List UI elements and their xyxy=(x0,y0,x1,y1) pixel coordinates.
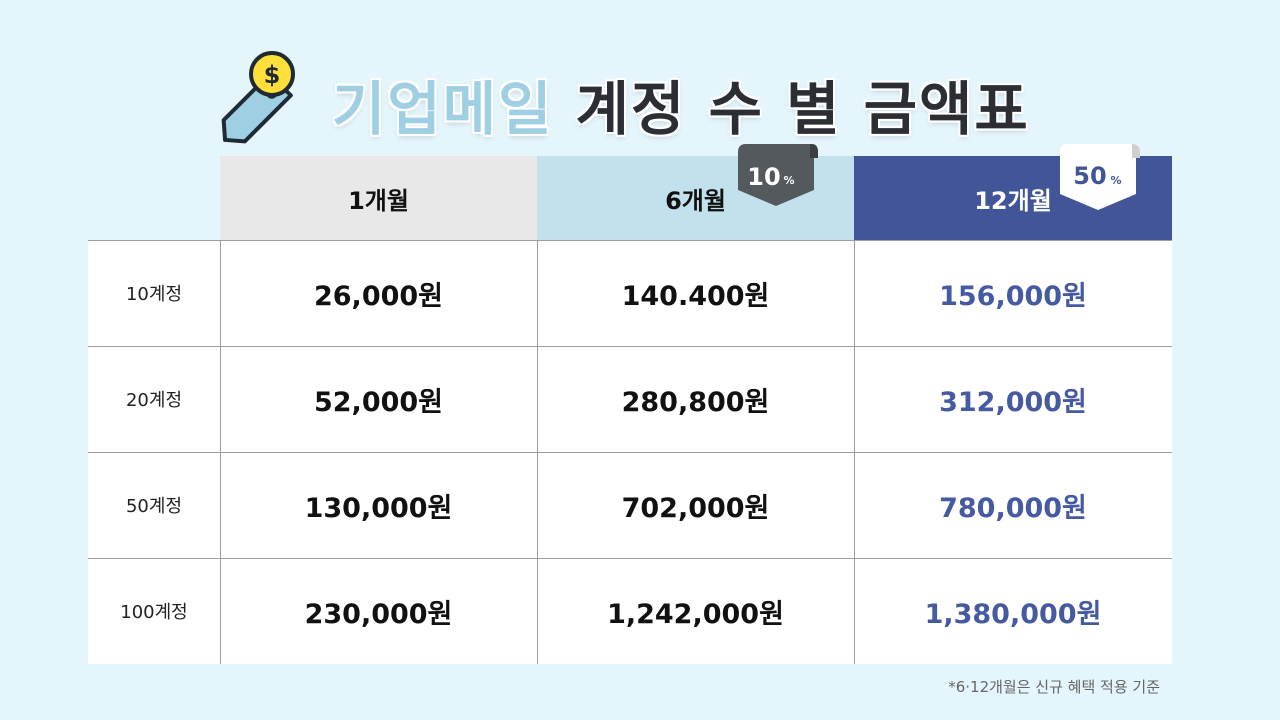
badge-6-month-unit: % xyxy=(783,174,794,187)
price-cell: 702,000원 xyxy=(621,492,770,524)
column-divider xyxy=(854,240,855,664)
price-cell: 280,800원 xyxy=(621,386,770,418)
row-label: 10계정 xyxy=(125,284,183,305)
header-12-month-label: 12개월 xyxy=(974,186,1052,215)
price-cell: 312,000원 xyxy=(939,386,1087,418)
column-divider xyxy=(537,240,538,664)
price-cell: 26,000원 xyxy=(313,280,444,312)
title-rest: 계정 수 별 금액표 xyxy=(575,75,1030,143)
badge-6-month-number: 10 xyxy=(747,163,780,191)
table-row xyxy=(88,558,1172,664)
price-cell: 52,000원 xyxy=(313,386,444,418)
price-cell: 130,000원 xyxy=(304,492,453,524)
title-accent: 기업메일 xyxy=(332,75,554,143)
footnote: *6·12개월은 신규 혜택 적용 기준 xyxy=(948,678,1160,696)
price-cell: 156,000원 xyxy=(939,280,1087,312)
title-area: $ 기업메일 계정 수 별 금액표 xyxy=(0,28,1280,144)
price-cell: 1,242,000원 xyxy=(607,598,784,630)
table-row xyxy=(88,452,1172,558)
discount-badge-12-month: 50 % xyxy=(1060,144,1140,210)
header-1-month: 1개월 xyxy=(220,156,537,240)
badge-12-month-number: 50 xyxy=(1073,162,1106,190)
price-cell: 140.400원 xyxy=(621,280,770,312)
row-label: 100계정 xyxy=(120,602,188,623)
price-tag-dollar-icon: $ xyxy=(221,51,295,144)
price-cell: 230,000원 xyxy=(304,598,453,630)
table-row xyxy=(88,240,1172,346)
column-divider xyxy=(220,240,221,664)
header-1-month-label: 1개월 xyxy=(348,186,409,215)
page-title: 기업메일 계정 수 별 금액표 xyxy=(332,62,1030,146)
header-6-month-label: 6개월 xyxy=(665,186,726,215)
badge-12-month-unit: % xyxy=(1110,174,1121,187)
row-label: 20계정 xyxy=(125,390,183,411)
price-table: 1개월 6개월 12개월 10계정 26,000원 140.400원 156,0… xyxy=(88,156,1172,664)
row-label: 50계정 xyxy=(125,496,183,517)
table-row xyxy=(88,346,1172,452)
header-blank-cell xyxy=(88,156,220,240)
price-cell: 1,380,000원 xyxy=(924,598,1102,630)
svg-text:$: $ xyxy=(264,61,281,89)
price-cell: 780,000원 xyxy=(939,492,1087,524)
discount-badge-6-month: 10 % xyxy=(738,144,818,206)
